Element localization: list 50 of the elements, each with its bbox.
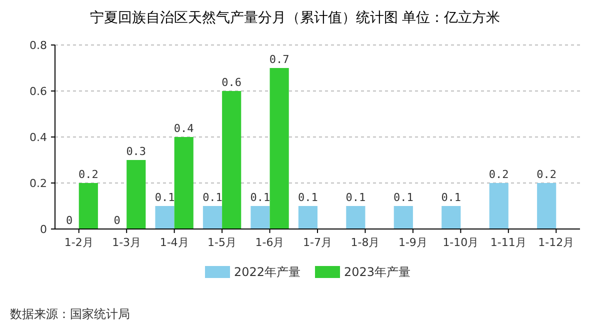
x-tick-label: 1-5月 xyxy=(208,236,237,249)
bar xyxy=(126,160,146,229)
bar xyxy=(394,206,413,229)
source-note: 数据来源：国家统计局 xyxy=(10,307,130,321)
x-tick-label: 1-4月 xyxy=(160,236,189,249)
data-label: 0.2 xyxy=(78,168,98,181)
bar xyxy=(270,68,289,229)
y-tick-label: 0.2 xyxy=(30,177,47,190)
data-label: 0 xyxy=(66,214,73,227)
legend-label: 2022年产量 xyxy=(234,265,301,279)
legend-label: 2023年产量 xyxy=(344,265,411,279)
x-tick-label: 1-7月 xyxy=(303,236,332,249)
data-label: 0.1 xyxy=(393,191,414,204)
data-label: 0.6 xyxy=(222,76,242,89)
data-label: 0.1 xyxy=(202,191,222,204)
y-tick-label: 0 xyxy=(40,223,47,236)
bar xyxy=(202,206,222,229)
y-tick-label: 0.6 xyxy=(30,85,47,98)
bar xyxy=(537,183,556,229)
y-tick-label: 0.8 xyxy=(30,39,47,52)
data-label: 0.3 xyxy=(126,145,146,158)
bar xyxy=(250,206,270,229)
x-tick-label: 1-11月 xyxy=(490,236,526,249)
data-label: 0.1 xyxy=(298,191,318,204)
data-label: 0.4 xyxy=(174,122,194,135)
y-tick-label: 0.4 xyxy=(30,131,47,144)
bar xyxy=(222,91,242,229)
x-tick-label: 1-9月 xyxy=(398,236,428,249)
x-tick-label: 1-10月 xyxy=(442,236,479,249)
chart-title: 宁夏回族自治区天然气产量分月（累计值）统计图 单位：亿立方米 xyxy=(90,10,500,26)
bar xyxy=(298,206,318,229)
data-label: 0.1 xyxy=(346,191,366,204)
x-tick-label: 1-8月 xyxy=(350,236,380,249)
bar xyxy=(78,183,98,229)
data-label: 0.2 xyxy=(488,168,509,181)
bar xyxy=(155,206,174,229)
data-label: 0.1 xyxy=(441,191,462,204)
bar xyxy=(174,137,194,229)
data-label: 0.1 xyxy=(154,191,175,204)
bar xyxy=(442,206,461,229)
bar xyxy=(489,183,508,229)
data-label: 0.2 xyxy=(536,168,557,181)
data-label: 0.1 xyxy=(250,191,270,204)
data-label: 0.7 xyxy=(269,53,290,66)
bar xyxy=(346,206,366,229)
x-tick-label: 1-3月 xyxy=(112,236,142,249)
x-tick-label: 1-2月 xyxy=(64,236,94,249)
x-tick-label: 1-6月 xyxy=(255,236,284,249)
x-tick-label: 1-12月 xyxy=(538,236,574,249)
data-label: 0 xyxy=(114,214,120,227)
